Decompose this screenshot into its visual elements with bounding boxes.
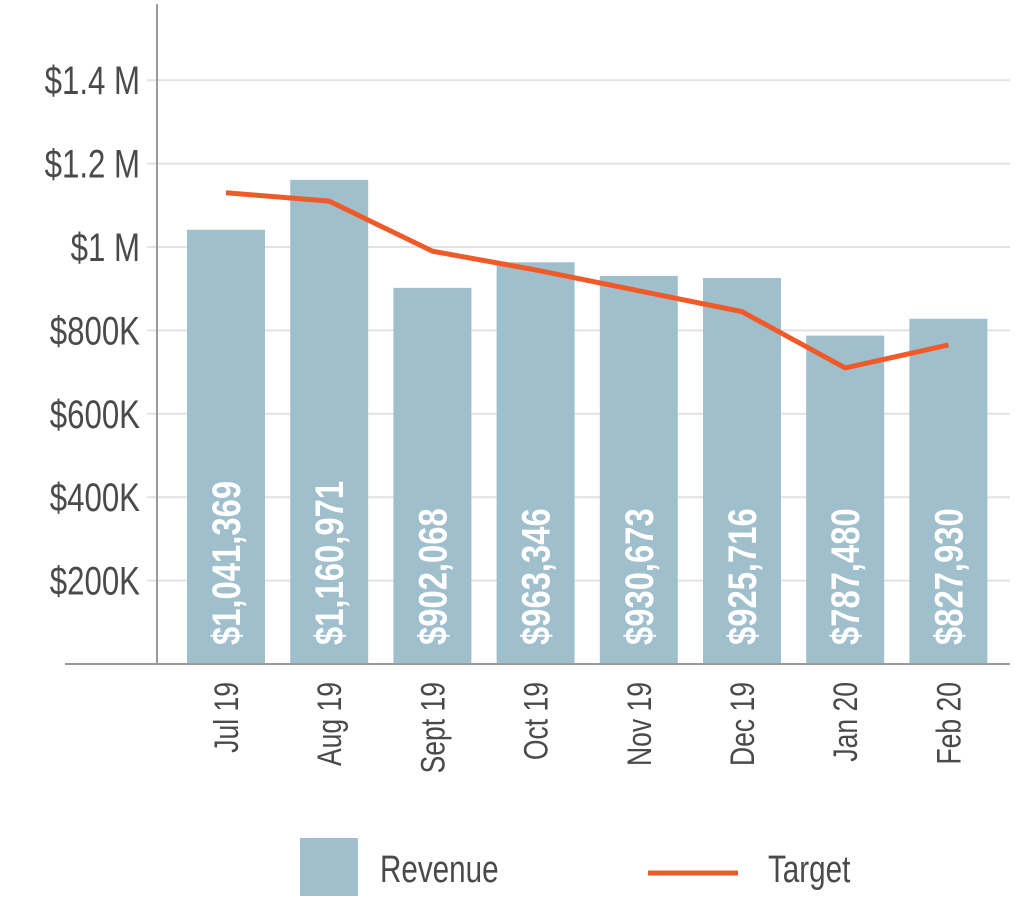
revenue-bar: [393, 287, 472, 664]
x-tick-label: Jul 19: [208, 682, 246, 753]
x-tick-label: Feb 20: [930, 682, 968, 765]
x-tick-label: Oct 19: [517, 682, 555, 760]
bar-value-label: $930,673: [617, 508, 662, 645]
y-tick-label: $1.2 M: [45, 142, 140, 187]
bar-value-label: $1,041,369: [204, 481, 249, 645]
bar-value-label: $827,930: [926, 508, 971, 645]
revenue-bar: [806, 335, 885, 664]
bar-value-label: $902,068: [410, 508, 455, 645]
legend-target-label: Target: [768, 849, 851, 891]
bars: $1,041,369 $1,160,971 $902,068 $963,346 $930…: [187, 179, 988, 664]
revenue-bar: [187, 229, 265, 664]
bar-value-label: $1,160,971: [307, 481, 352, 645]
x-tick-label: Nov 19: [621, 682, 659, 766]
x-tick-label: Sept 19: [414, 682, 452, 773]
y-tick-labels: $200K $400K $600K $800K $1 M $1.2 M $1.4 M: [45, 59, 140, 604]
revenue-bar: [496, 262, 575, 664]
y-tick-label: $400K: [50, 476, 140, 521]
revenue-bar: [290, 179, 369, 664]
bar-value-label: $963,346: [514, 508, 559, 645]
y-tick-label: $800K: [50, 309, 140, 354]
x-tick-label: Aug 19: [311, 682, 349, 766]
target-line-group: [225, 190, 949, 371]
x-tick-labels: Jul 19 Aug 19 Sept 19 Oct 19 Nov 19 Dec 19 Jan…: [208, 682, 968, 773]
bar-value-label: $787,480: [823, 508, 868, 645]
revenue-bar: [599, 275, 678, 664]
revenue-bar: [703, 277, 781, 664]
x-tick-label: Dec 19: [724, 682, 762, 766]
y-tick-label: $1 M: [71, 225, 140, 270]
y-tick-label: $600K: [50, 392, 140, 437]
target-line: [225, 190, 949, 371]
legend: Revenue Target: [300, 838, 851, 896]
legend-revenue-label: Revenue: [380, 849, 499, 891]
revenue-bar: [909, 318, 988, 664]
legend-revenue-swatch: [300, 838, 358, 896]
y-tick-label: $200K: [50, 559, 140, 604]
y-tick-label: $1.4 M: [45, 59, 140, 104]
bar-value-label: $925,716: [720, 508, 765, 645]
x-tick-label: Jan 20: [827, 682, 865, 762]
